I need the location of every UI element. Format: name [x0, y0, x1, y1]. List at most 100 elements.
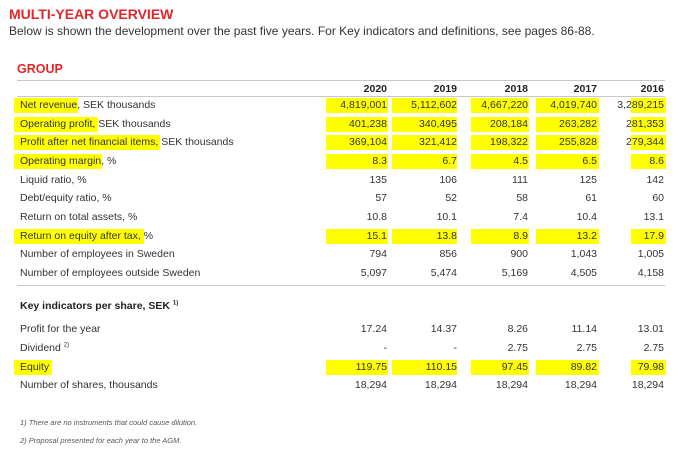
- table-cell: 13.1: [643, 211, 664, 223]
- value-highlight: [392, 229, 457, 244]
- row-label: Return on equity after tax, %: [20, 230, 154, 242]
- table-cell: 4,505: [570, 267, 597, 279]
- row-label: Dividend 2): [20, 342, 69, 354]
- table-cell: 281,353: [626, 118, 664, 130]
- table-cell: 4,819,001: [340, 99, 387, 111]
- table-cell: 10.1: [436, 211, 457, 223]
- value-highlight: [471, 117, 529, 132]
- value-highlight: [326, 98, 388, 113]
- value-highlight: [536, 154, 599, 169]
- table-cell: 18,294: [564, 379, 597, 391]
- value-highlight: [392, 98, 457, 113]
- table-cell: 279,344: [626, 136, 664, 148]
- table-cell: 10.8: [366, 211, 387, 223]
- table-cell: 119.75: [355, 361, 387, 373]
- table-cell: 5,169: [501, 267, 528, 279]
- table-cell: 18,294: [631, 379, 664, 391]
- table-cell: -: [453, 342, 458, 354]
- row-label: Number of employees outside Sweden: [20, 267, 201, 279]
- table-cell: 97.45: [501, 361, 528, 373]
- value-highlight: [392, 360, 457, 375]
- table-cell: 15.1: [366, 230, 387, 242]
- row-label: Number of employees in Sweden: [20, 248, 175, 260]
- footnote-2: 2) Proposal presented for each year to t…: [20, 436, 182, 445]
- value-highlight: [326, 360, 388, 375]
- value-highlight: [392, 135, 457, 150]
- table-cell: 18,294: [495, 379, 528, 391]
- value-highlight: [326, 117, 388, 132]
- table-cell: 4.5: [513, 155, 528, 167]
- year-header: 2017: [573, 83, 597, 95]
- value-highlight: [471, 229, 529, 244]
- table-cell: 900: [510, 248, 528, 260]
- table-cell: 198,322: [490, 136, 528, 148]
- footnote-1: 1) There are no instruments that could c…: [20, 418, 198, 427]
- label-highlight: [14, 229, 144, 244]
- year-header: 2020: [363, 83, 387, 95]
- value-highlight: [471, 360, 529, 375]
- section-title-group: GROUP: [17, 62, 63, 76]
- table-cell: 2.75: [643, 342, 664, 354]
- table-cell: 208,184: [490, 118, 528, 130]
- label-highlight: [14, 154, 102, 169]
- table-cell: 11.14: [571, 323, 598, 335]
- table-cell: 2.75: [507, 342, 528, 354]
- table-cell: 255,828: [559, 136, 597, 148]
- table-cell: 52: [445, 192, 457, 204]
- table-cell: 1,005: [637, 248, 664, 260]
- value-highlight: [536, 360, 599, 375]
- value-highlight: [536, 98, 599, 113]
- table-cell: 4,158: [637, 267, 664, 279]
- value-highlight: [536, 229, 599, 244]
- table-cell: 856: [439, 248, 457, 260]
- value-highlight: [471, 154, 529, 169]
- value-highlight: [392, 117, 457, 132]
- table-cell: 142: [646, 174, 664, 186]
- value-highlight: [326, 135, 388, 150]
- year-header: 2019: [433, 83, 457, 95]
- value-highlight: [326, 154, 388, 169]
- table-cell: 17.9: [643, 230, 664, 242]
- value-highlight: [471, 135, 529, 150]
- row-label: Equity: [20, 361, 49, 373]
- table-cell: 58: [516, 192, 528, 204]
- table-cell: 10.4: [576, 211, 597, 223]
- table-cell: 7.4: [513, 211, 528, 223]
- row-label: Profit after net financial items, SEK th…: [20, 136, 234, 148]
- table-cell: 57: [375, 192, 387, 204]
- table-cell: 8.3: [372, 155, 387, 167]
- year-header: 2016: [640, 83, 664, 95]
- row-label: Liquid ratio, %: [20, 174, 87, 186]
- table-cell: 340,495: [419, 118, 457, 130]
- table-cell: 8.6: [649, 155, 664, 167]
- value-highlight: [536, 135, 599, 150]
- value-highlight: [631, 135, 666, 150]
- row-label-text: Number of shares, thousands: [20, 379, 158, 391]
- value-highlight: [631, 117, 666, 132]
- row-label-text: Profit for the year: [20, 323, 101, 335]
- table-cell: 369,104: [349, 136, 387, 148]
- row-label-text: Equity: [20, 361, 50, 373]
- per-share-title: Key indicators per share, SEK 1): [20, 300, 179, 312]
- table-cell: 794: [369, 248, 387, 260]
- footnote-ref: 2): [63, 342, 70, 349]
- page-title: MULTI-YEAR OVERVIEW: [9, 6, 174, 22]
- table-cell: 13.2: [576, 230, 597, 242]
- divider: [17, 96, 665, 97]
- table-cell: 14.37: [430, 323, 457, 335]
- table-cell: 125: [579, 174, 597, 186]
- value-highlight: [631, 360, 666, 375]
- table-cell: 1,043: [570, 248, 597, 260]
- table-cell: 111: [512, 174, 528, 186]
- table-cell: 321,412: [419, 136, 457, 148]
- divider: [17, 285, 665, 286]
- row-label: Net revenue, SEK thousands: [20, 99, 156, 111]
- table-cell: 5,112,602: [411, 99, 457, 111]
- label-highlight: [14, 360, 52, 375]
- row-label-text: Dividend: [20, 342, 61, 354]
- table-cell: 401,238: [349, 118, 387, 130]
- value-highlight: [392, 154, 457, 169]
- row-label: Profit for the year: [20, 323, 101, 335]
- table-cell: 263,282: [559, 118, 597, 130]
- table-cell: -: [383, 342, 388, 354]
